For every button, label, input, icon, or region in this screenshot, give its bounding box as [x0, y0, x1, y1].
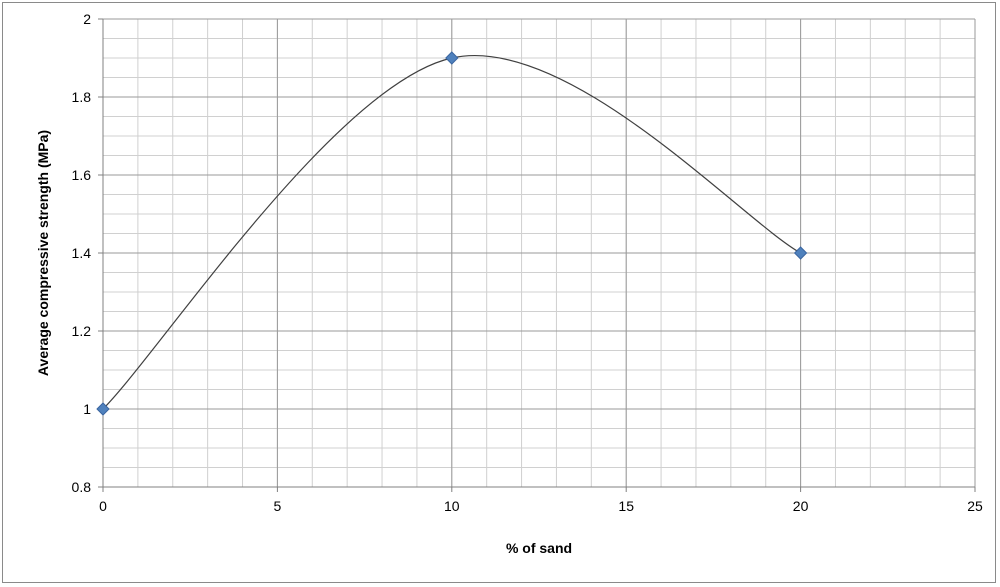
y-tick-label: 1.2 [72, 323, 92, 339]
y-axis-label: Average compressive strength (MPa) [35, 130, 51, 376]
data-point [793, 246, 808, 260]
y-tick-label: 2 [83, 11, 91, 27]
y-tick-label: 1 [83, 401, 91, 417]
y-tick-label: 0.8 [72, 479, 92, 495]
x-tick-label: 25 [967, 498, 983, 514]
x-tick-label: 20 [793, 498, 809, 514]
y-tick-label: 1.6 [72, 167, 92, 183]
x-tick-label: 0 [99, 498, 107, 514]
axes [98, 18, 976, 492]
tick-labels: 0 5 10 15 20 25 0.8 1 1.2 1.4 1.6 1.8 2 [72, 11, 983, 514]
y-tick-label: 1.4 [72, 245, 92, 261]
grid [102, 18, 976, 488]
x-tick-label: 15 [618, 498, 634, 514]
data-point [445, 51, 459, 65]
x-tick-label: 10 [444, 498, 460, 514]
x-axis-label: % of sand [506, 540, 572, 556]
x-tick-label: 5 [274, 498, 282, 514]
series-layer [96, 51, 808, 416]
y-tick-label: 1.8 [72, 89, 92, 105]
data-point [96, 402, 110, 416]
